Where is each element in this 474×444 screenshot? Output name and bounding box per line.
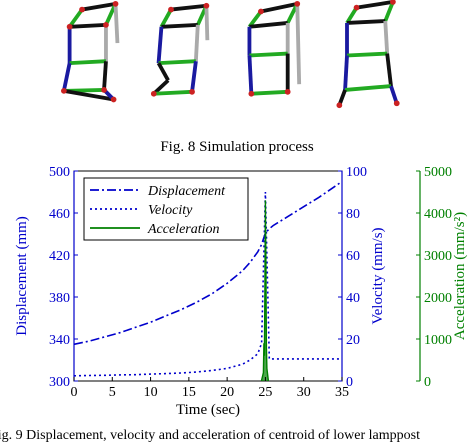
x-tick-label: 0 <box>71 385 78 400</box>
acceleration-tick-label: 2000 <box>424 291 452 306</box>
legend-label-velocity: Velocity <box>148 203 193 218</box>
x-tick-label: 20 <box>220 385 234 400</box>
left-tick-label: 460 <box>49 207 70 222</box>
acceleration-tick-label: 1000 <box>424 333 452 348</box>
lamppost-model-2 <box>152 3 210 96</box>
velocity-tick-label: 40 <box>346 291 360 306</box>
velocity-tick-label: 80 <box>346 207 360 222</box>
x-tick-label: 35 <box>335 385 349 400</box>
velocity-tick-label: 100 <box>346 165 367 180</box>
velocity-tick-label: 0 <box>346 375 353 390</box>
left-tick-label: 500 <box>49 165 70 180</box>
simulation-process-figure <box>61 0 400 109</box>
lamppost-model-3 <box>247 1 302 96</box>
series-velocity <box>73 191 342 377</box>
left-axis-label: Displacement (mm) <box>14 216 30 336</box>
left-tick-label: 340 <box>49 333 70 348</box>
x-tick-label: 15 <box>182 385 196 400</box>
acceleration-axis-label: Acceleration (mm/s²) <box>452 212 468 340</box>
joint-markers <box>61 0 400 109</box>
x-tick-label: 30 <box>297 385 311 400</box>
x-tick-label: 5 <box>109 385 116 400</box>
series-displacement <box>73 180 343 346</box>
figure-9-caption: Fig. 9 Displacement, velocity and accele… <box>0 428 420 443</box>
acceleration-tick-label: 4000 <box>424 207 452 222</box>
series-acceleration <box>260 200 270 382</box>
x-tick-label: 25 <box>258 385 272 400</box>
legend-label-acceleration: Acceleration <box>147 222 220 237</box>
velocity-tick-label: 20 <box>346 333 360 348</box>
acceleration-tick-label: 0 <box>424 375 431 390</box>
left-tick-label: 300 <box>49 375 70 390</box>
figure-8-caption: Fig. 8 Simulation process <box>160 139 314 155</box>
acceleration-tick-label: 3000 <box>424 249 452 264</box>
x-tick-label: 10 <box>144 385 158 400</box>
acceleration-tick-label: 5000 <box>424 165 452 180</box>
velocity-tick-label: 60 <box>346 249 360 264</box>
left-tick-label: 420 <box>49 249 70 264</box>
x-axis-label: Time (sec) <box>176 402 240 418</box>
legend-label-displacement: Displacement <box>147 184 226 199</box>
velocity-axis-label: Velocity (mm/s) <box>370 227 386 324</box>
left-tick-label: 380 <box>49 291 70 306</box>
